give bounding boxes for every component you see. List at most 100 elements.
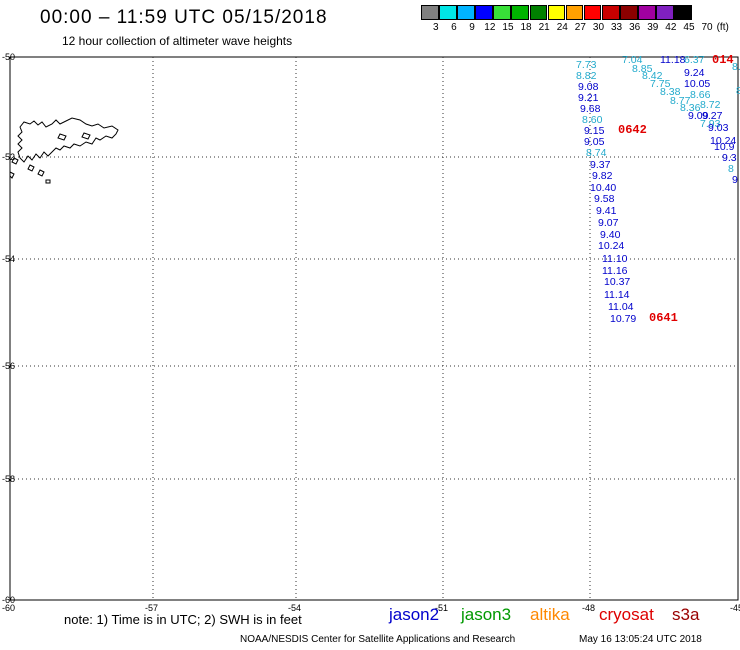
wave-height-value: 7.75 bbox=[650, 78, 671, 90]
pass-time-label: 014 bbox=[712, 53, 734, 67]
satellite-label-jason3: jason3 bbox=[461, 605, 512, 624]
wave-height-value: 9.07 bbox=[598, 217, 619, 229]
wave-height-value: 8.60 bbox=[582, 114, 603, 126]
wave-height-value: 8.36 bbox=[680, 102, 701, 114]
legend-swatch bbox=[565, 5, 584, 20]
wave-height-value: 10.24 bbox=[598, 240, 624, 252]
legend-swatch bbox=[457, 5, 475, 20]
lat-label: -54 bbox=[2, 254, 15, 264]
wave-height-value: 11.10 bbox=[602, 253, 628, 265]
lat-label: -60 bbox=[2, 595, 15, 605]
legend-label: 12 bbox=[484, 22, 496, 33]
wave-height-value: 6.37 bbox=[684, 54, 705, 66]
wave-height-value: 11.04 bbox=[608, 301, 634, 313]
lon-label: -60 bbox=[2, 603, 15, 613]
latitude-labels: -50 -52 -54 -56 -58 -60 bbox=[2, 52, 15, 605]
legend-unit: (ft) bbox=[716, 22, 729, 33]
wave-height-value: 10.05 bbox=[684, 78, 710, 90]
wave-height-value: 9.40 bbox=[600, 229, 621, 241]
wave-height-value: 9 bbox=[732, 174, 738, 186]
falkland-islands-coastline bbox=[9, 117, 119, 184]
wave-height-value: 10.24 bbox=[710, 135, 736, 147]
map-subtitle: 12 hour collection of altimeter wave hei… bbox=[62, 34, 293, 48]
legend-label: 30 bbox=[592, 22, 605, 33]
lon-label: -51 bbox=[435, 603, 448, 613]
wave-height-value: 8. bbox=[736, 85, 740, 97]
lat-label: -56 bbox=[2, 361, 15, 371]
wave-height-value: 7.73 bbox=[576, 59, 597, 71]
satellite-label-altika: altika bbox=[530, 605, 570, 624]
wave-height-value: 9.3 bbox=[722, 152, 737, 164]
plot-frame bbox=[9, 56, 739, 601]
footer-note: note: 1) Time is in UTC; 2) SWH is in fe… bbox=[64, 612, 302, 627]
wave-height-value: 8.85 bbox=[632, 63, 653, 75]
legend-label: 70 bbox=[701, 22, 713, 33]
lon-label: -57 bbox=[145, 603, 158, 613]
wave-height-value: 9.08 bbox=[578, 81, 599, 93]
legend-swatch bbox=[601, 5, 620, 20]
legend-label: 39 bbox=[647, 22, 659, 33]
lon-label: -45 bbox=[730, 603, 740, 613]
lat-label: -52 bbox=[2, 152, 15, 162]
wave-height-value: 8.66 bbox=[690, 89, 711, 101]
legend-label: 9 bbox=[469, 22, 475, 33]
credit-line: NOAA/NESDIS Center for Satellite Applica… bbox=[240, 634, 516, 645]
wave-height-value: 8.82 bbox=[576, 70, 597, 82]
wave-height-value: 9.68 bbox=[580, 103, 601, 115]
wave-height-value: 9.82 bbox=[592, 170, 613, 182]
wave-height-value: 9.09 bbox=[688, 110, 709, 122]
wave-height-value: 7.93 bbox=[700, 118, 721, 130]
wave-height-value: 9.21 bbox=[578, 92, 599, 104]
legend-swatch bbox=[638, 5, 656, 20]
longitude-labels: -60 -57 -54 -51 -48 -45 bbox=[2, 603, 740, 613]
legend-swatch bbox=[674, 5, 692, 20]
pass-time-label: 0641 bbox=[649, 311, 678, 325]
wave-height-value: 9.27 bbox=[702, 110, 723, 122]
legend-label: 36 bbox=[629, 22, 641, 33]
wave-height-value: 9.15 bbox=[584, 125, 605, 137]
wave-height-value: 10.37 bbox=[604, 276, 630, 288]
wave-height-value: 9.41 bbox=[596, 205, 617, 217]
wave-height-value: 7.04 bbox=[622, 54, 643, 66]
wave-height-value: 9.58 bbox=[594, 193, 615, 205]
wave-height-value: 11.18 bbox=[660, 54, 686, 66]
legend-swatch bbox=[620, 5, 638, 20]
legend-label: 6 bbox=[451, 22, 457, 33]
wave-height-value: 9.37 bbox=[590, 159, 611, 171]
legend-label: 18 bbox=[520, 22, 532, 33]
lon-label: -48 bbox=[582, 603, 595, 613]
wave-height-value: 11.14 bbox=[604, 289, 630, 301]
wave-height-value: 10.79 bbox=[610, 313, 636, 325]
legend-label: 3 bbox=[433, 22, 439, 33]
wave-height-value: 8. bbox=[732, 61, 740, 73]
legend-label: 24 bbox=[556, 22, 568, 33]
satellite-label-cryosat: cryosat bbox=[599, 605, 654, 624]
wave-height-value: 10.9 bbox=[714, 141, 735, 153]
legend-swatch bbox=[547, 5, 566, 20]
legend-label: 42 bbox=[665, 22, 677, 33]
generated-timestamp: May 16 13:05:24 UTC 2018 bbox=[579, 634, 702, 645]
legend-swatch bbox=[493, 5, 511, 20]
color-scale-legend bbox=[421, 5, 692, 20]
satellite-label-jason2: jason2 bbox=[389, 605, 440, 624]
wave-height-value: 9.03 bbox=[708, 122, 729, 134]
satellite-label-s3a: s3a bbox=[672, 605, 700, 624]
lon-label: -54 bbox=[288, 603, 301, 613]
legend-swatch bbox=[529, 5, 548, 20]
legend-label: 21 bbox=[538, 22, 550, 33]
wave-height-value: 8 bbox=[728, 163, 734, 175]
legend-label: 27 bbox=[574, 22, 586, 33]
wave-height-value: 11.16 bbox=[602, 265, 628, 277]
wave-height-values: 7.738.829.089.219.688.609.159.058.749.37… bbox=[576, 54, 740, 325]
wave-height-value: 8.77 bbox=[670, 95, 691, 107]
wave-height-value: 8.42 bbox=[642, 70, 663, 82]
legend-swatch bbox=[439, 5, 457, 20]
wave-height-value: 8.74 bbox=[586, 147, 607, 159]
wave-height-value: 10.40 bbox=[590, 182, 616, 194]
wave-height-value: 8.72 bbox=[700, 99, 721, 111]
legend-label: 45 bbox=[683, 22, 695, 33]
map-title: 00:00 – 11:59 UTC 05/15/2018 bbox=[40, 7, 328, 28]
legend-swatch bbox=[421, 5, 439, 20]
